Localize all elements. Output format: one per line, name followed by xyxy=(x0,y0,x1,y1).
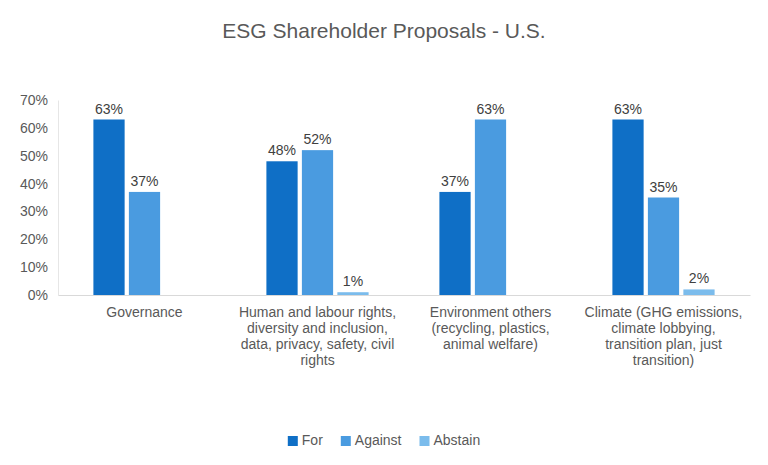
bar xyxy=(439,192,470,295)
y-tick: 70% xyxy=(20,92,58,108)
x-axis: Governance Human and labour rights,divers… xyxy=(59,295,751,368)
y-tick-label: 60% xyxy=(20,120,48,136)
y-axis: 0% 10% 20% 30% 40% 50% 60% 70% xyxy=(20,92,59,303)
legend-item: Against xyxy=(341,432,402,448)
bars xyxy=(93,120,714,296)
y-tick: 0% xyxy=(28,287,58,303)
x-tick: Governance xyxy=(106,295,182,320)
y-tick: 40% xyxy=(20,176,58,192)
x-tick-label-line: Human and labour rights, xyxy=(239,304,396,320)
data-labels: 63% 48% 37% 63% 37% 52% 63% 35% 1% 2% xyxy=(95,101,709,290)
bar xyxy=(648,198,679,296)
x-tick-label-line: (recycling, plastics, xyxy=(431,320,549,336)
x-tick-label-line: diversity and inclusion, xyxy=(247,320,388,336)
y-tick: 60% xyxy=(20,120,58,136)
y-tick-label: 30% xyxy=(20,203,48,219)
y-tick-label: 0% xyxy=(28,287,48,303)
x-tick-label: Climate (GHG emissions,climate lobbying,… xyxy=(585,304,743,368)
legend-label: Abstain xyxy=(434,432,481,448)
y-axis-line xyxy=(58,101,59,296)
bar xyxy=(337,292,368,295)
data-label: 63% xyxy=(614,101,642,117)
data-label: 1% xyxy=(343,273,363,289)
bar xyxy=(612,120,643,296)
x-tick-label: Environment others(recycling, plastics,a… xyxy=(430,304,551,352)
legend-item: For xyxy=(288,432,323,448)
bar xyxy=(129,192,160,295)
y-tick-label: 10% xyxy=(20,259,48,275)
y-tick-label: 70% xyxy=(20,92,48,108)
x-tick: Human and labour rights,diversity and in… xyxy=(239,295,396,368)
bar xyxy=(475,120,506,296)
y-tick: 50% xyxy=(20,148,58,164)
x-tick-label-line: animal welfare) xyxy=(443,336,538,352)
y-tick-label: 20% xyxy=(20,231,48,247)
legend-swatch xyxy=(288,436,298,446)
data-label: 35% xyxy=(649,179,677,195)
x-tick-label: Governance xyxy=(106,304,182,320)
legend-item: Abstain xyxy=(420,432,481,448)
legend-label: For xyxy=(302,432,323,448)
x-tick: Environment others(recycling, plastics,a… xyxy=(430,295,551,352)
x-tick-label-line: data, privacy, safety, civil xyxy=(241,336,395,352)
x-tick-label-line: Governance xyxy=(106,304,182,320)
data-label: 63% xyxy=(95,101,123,117)
chart: ESG Shareholder Proposals - U.S. 0% 10% 20%… xyxy=(0,0,768,465)
data-label: 37% xyxy=(130,173,158,189)
x-axis-line xyxy=(59,295,751,296)
x-tick-label: Human and labour rights,diversity and in… xyxy=(239,304,396,368)
title: ESG Shareholder Proposals - U.S. xyxy=(222,19,545,42)
x-tick-label-line: transition plan, just xyxy=(605,336,722,352)
x-tick-label-line: rights xyxy=(300,352,334,368)
data-label: 2% xyxy=(689,270,709,286)
y-tick-label: 40% xyxy=(20,176,48,192)
bar xyxy=(302,150,333,295)
legend-label: Against xyxy=(355,432,402,448)
legend-swatch xyxy=(420,436,430,446)
data-label: 37% xyxy=(441,173,469,189)
legend: For Against Abstain xyxy=(288,432,480,448)
data-label: 48% xyxy=(268,142,296,158)
data-label: 52% xyxy=(303,131,331,147)
y-tick: 10% xyxy=(20,259,58,275)
x-tick-label-line: climate lobbying, xyxy=(611,320,715,336)
y-tick: 30% xyxy=(20,203,58,219)
legend-swatch xyxy=(341,436,351,446)
x-tick-label-line: Climate (GHG emissions, xyxy=(585,304,743,320)
x-tick-label-line: transition) xyxy=(633,352,694,368)
y-tick-label: 50% xyxy=(20,148,48,164)
x-tick-label-line: Environment others xyxy=(430,304,551,320)
x-tick: Climate (GHG emissions,climate lobbying,… xyxy=(585,295,743,368)
y-tick: 20% xyxy=(20,231,58,247)
bar xyxy=(683,289,714,295)
data-label: 63% xyxy=(476,101,504,117)
bar xyxy=(93,120,124,296)
bar xyxy=(266,161,297,295)
